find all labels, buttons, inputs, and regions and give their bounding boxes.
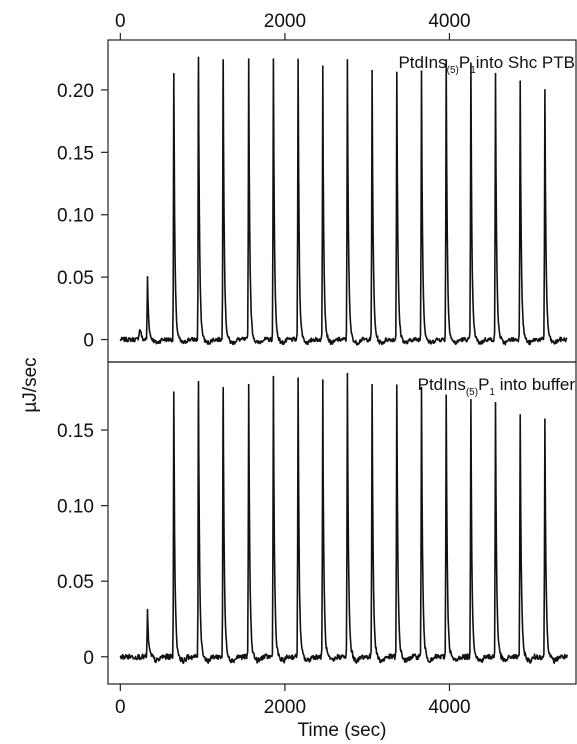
peak-point [247, 383, 250, 386]
peak-point [197, 56, 200, 59]
x-tick-label: 0 [115, 697, 126, 718]
annotation-part: PtdIns [418, 375, 466, 394]
y-tick-label: 0 [83, 331, 94, 352]
series-line [119, 56, 568, 346]
x-tick-label: 0 [115, 11, 126, 32]
y-tick-label: 0.15 [57, 143, 94, 164]
peak-point [544, 89, 546, 91]
peak-point [272, 376, 275, 378]
peak-point [445, 59, 447, 61]
x-tick-label: 2000 [264, 11, 306, 32]
y-axis-title: µJ/sec [20, 357, 41, 412]
peak-point [272, 59, 275, 61]
peak-point [519, 80, 522, 82]
peak-point [346, 373, 349, 375]
y-tick-label: 0.15 [57, 421, 94, 442]
peak-point [371, 383, 373, 386]
peak-point [297, 379, 299, 381]
peak-point [222, 386, 224, 389]
annotation-part: into Shc PTB [476, 53, 575, 72]
annotation-part: (5) [466, 387, 478, 398]
x-tick-label: 2000 [264, 697, 306, 718]
peak-point [173, 72, 175, 75]
annotation-part: 1 [470, 65, 476, 76]
y-tick-label: 0.10 [57, 206, 94, 227]
plot-frame [107, 361, 577, 685]
x-tick-label: 4000 [428, 11, 470, 32]
x-tick-label: 4000 [428, 697, 470, 718]
peak-point [544, 420, 546, 422]
series-line [119, 372, 568, 664]
peak-point [247, 59, 250, 61]
peak-point [371, 70, 373, 73]
peak-point [146, 610, 149, 613]
peak-point [420, 70, 423, 73]
peak-point [346, 59, 349, 61]
annotation-part: PtdIns [398, 53, 446, 72]
top-panel: 0 0.05 0.10 0.15 0.20 0 2000 4000 PtdIns(5)P1int… [57, 11, 577, 363]
peak-point [146, 276, 149, 278]
peak-point [321, 65, 324, 68]
y-tick-label: 0.05 [57, 268, 94, 289]
y-tick-label: 0 [83, 648, 94, 669]
annotation-part: P [459, 53, 470, 72]
peak-point [494, 402, 497, 404]
peak-point [321, 379, 324, 381]
annotation-part: 1 [489, 387, 495, 398]
peak-point [470, 64, 472, 66]
peak-point [297, 60, 299, 63]
peak-point [470, 398, 472, 401]
y-tick-label: 0.05 [57, 572, 94, 593]
plot-frame [107, 39, 577, 363]
peak-point [173, 391, 175, 394]
peak-point [396, 385, 398, 387]
peak-point [445, 394, 447, 397]
peak-point [494, 72, 497, 75]
panel-annotation: PtdIns(5)P1 into buffer [418, 375, 576, 398]
x-axis-title: Time (sec) [297, 720, 386, 741]
bottom-panel: 0 0.05 0.10 0.15 0 2000 4000 PtdIns(5)P1 into b… [57, 361, 577, 718]
annotation-part: P [478, 375, 489, 394]
y-tick-label: 0.10 [57, 497, 94, 518]
y-tick-label: 0.20 [57, 81, 94, 102]
peak-point [222, 59, 224, 61]
annotation-part: (5) [447, 65, 459, 76]
panel-annotation: PtdIns(5)P1into Shc PTB [398, 53, 575, 76]
peak-point [519, 414, 522, 416]
peak-point [420, 386, 423, 389]
peak-point [197, 380, 200, 383]
annotation-part: into buffer [495, 375, 575, 394]
peak-point [396, 71, 398, 74]
